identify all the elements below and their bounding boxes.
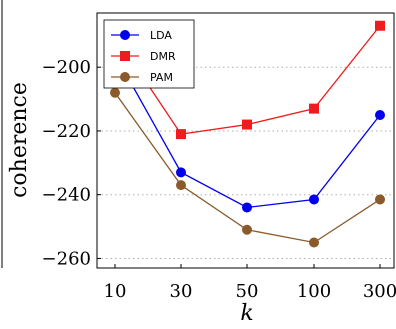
legend-label-pam: PAM [150,71,173,84]
data-point-pam [242,224,252,235]
data-point-lda [375,110,385,120]
legend-marker-lda [120,30,130,40]
x-tick-label: 300 [363,281,396,302]
y-tick-label: −260 [42,248,91,269]
x-tick-label: 10 [104,281,127,302]
y-axis-title: coherence [7,82,32,198]
data-point-dmr [242,119,252,130]
legend-marker-pam [120,72,130,82]
data-point-lda [176,167,186,178]
y-axis-ticks: −200 −220 −240 −260 [42,57,101,269]
y-tick-label: −220 [42,121,91,142]
legend-box [103,19,195,89]
x-tick-label: 100 [297,281,331,302]
y-tick-label: −200 [42,57,91,78]
y-tick-label: −240 [42,185,91,206]
plot-frame [96,12,395,269]
data-point-dmr [375,20,385,31]
x-tick-label: 50 [236,281,259,302]
data-point-lda [309,194,319,205]
legend-label-dmr: DMR [150,50,176,63]
legend-marker-dmr [120,51,130,61]
x-tick-label: 30 [170,281,193,302]
data-point-pam [309,237,319,248]
data-point-pam [375,194,385,205]
data-point-dmr [176,129,186,140]
series-line-pam [114,92,381,244]
x-axis-title: k [240,301,253,326]
data-point-pam [176,180,186,191]
x-axis-ticks: 10 30 50 100 300 [104,264,396,302]
data-point-lda [242,202,252,213]
legend-label-lda: LDA [150,29,172,42]
data-point-pam [110,87,120,98]
data-point-dmr [309,103,319,114]
legend: LDA DMR PAM [103,19,195,89]
grid-lines [97,66,394,259]
